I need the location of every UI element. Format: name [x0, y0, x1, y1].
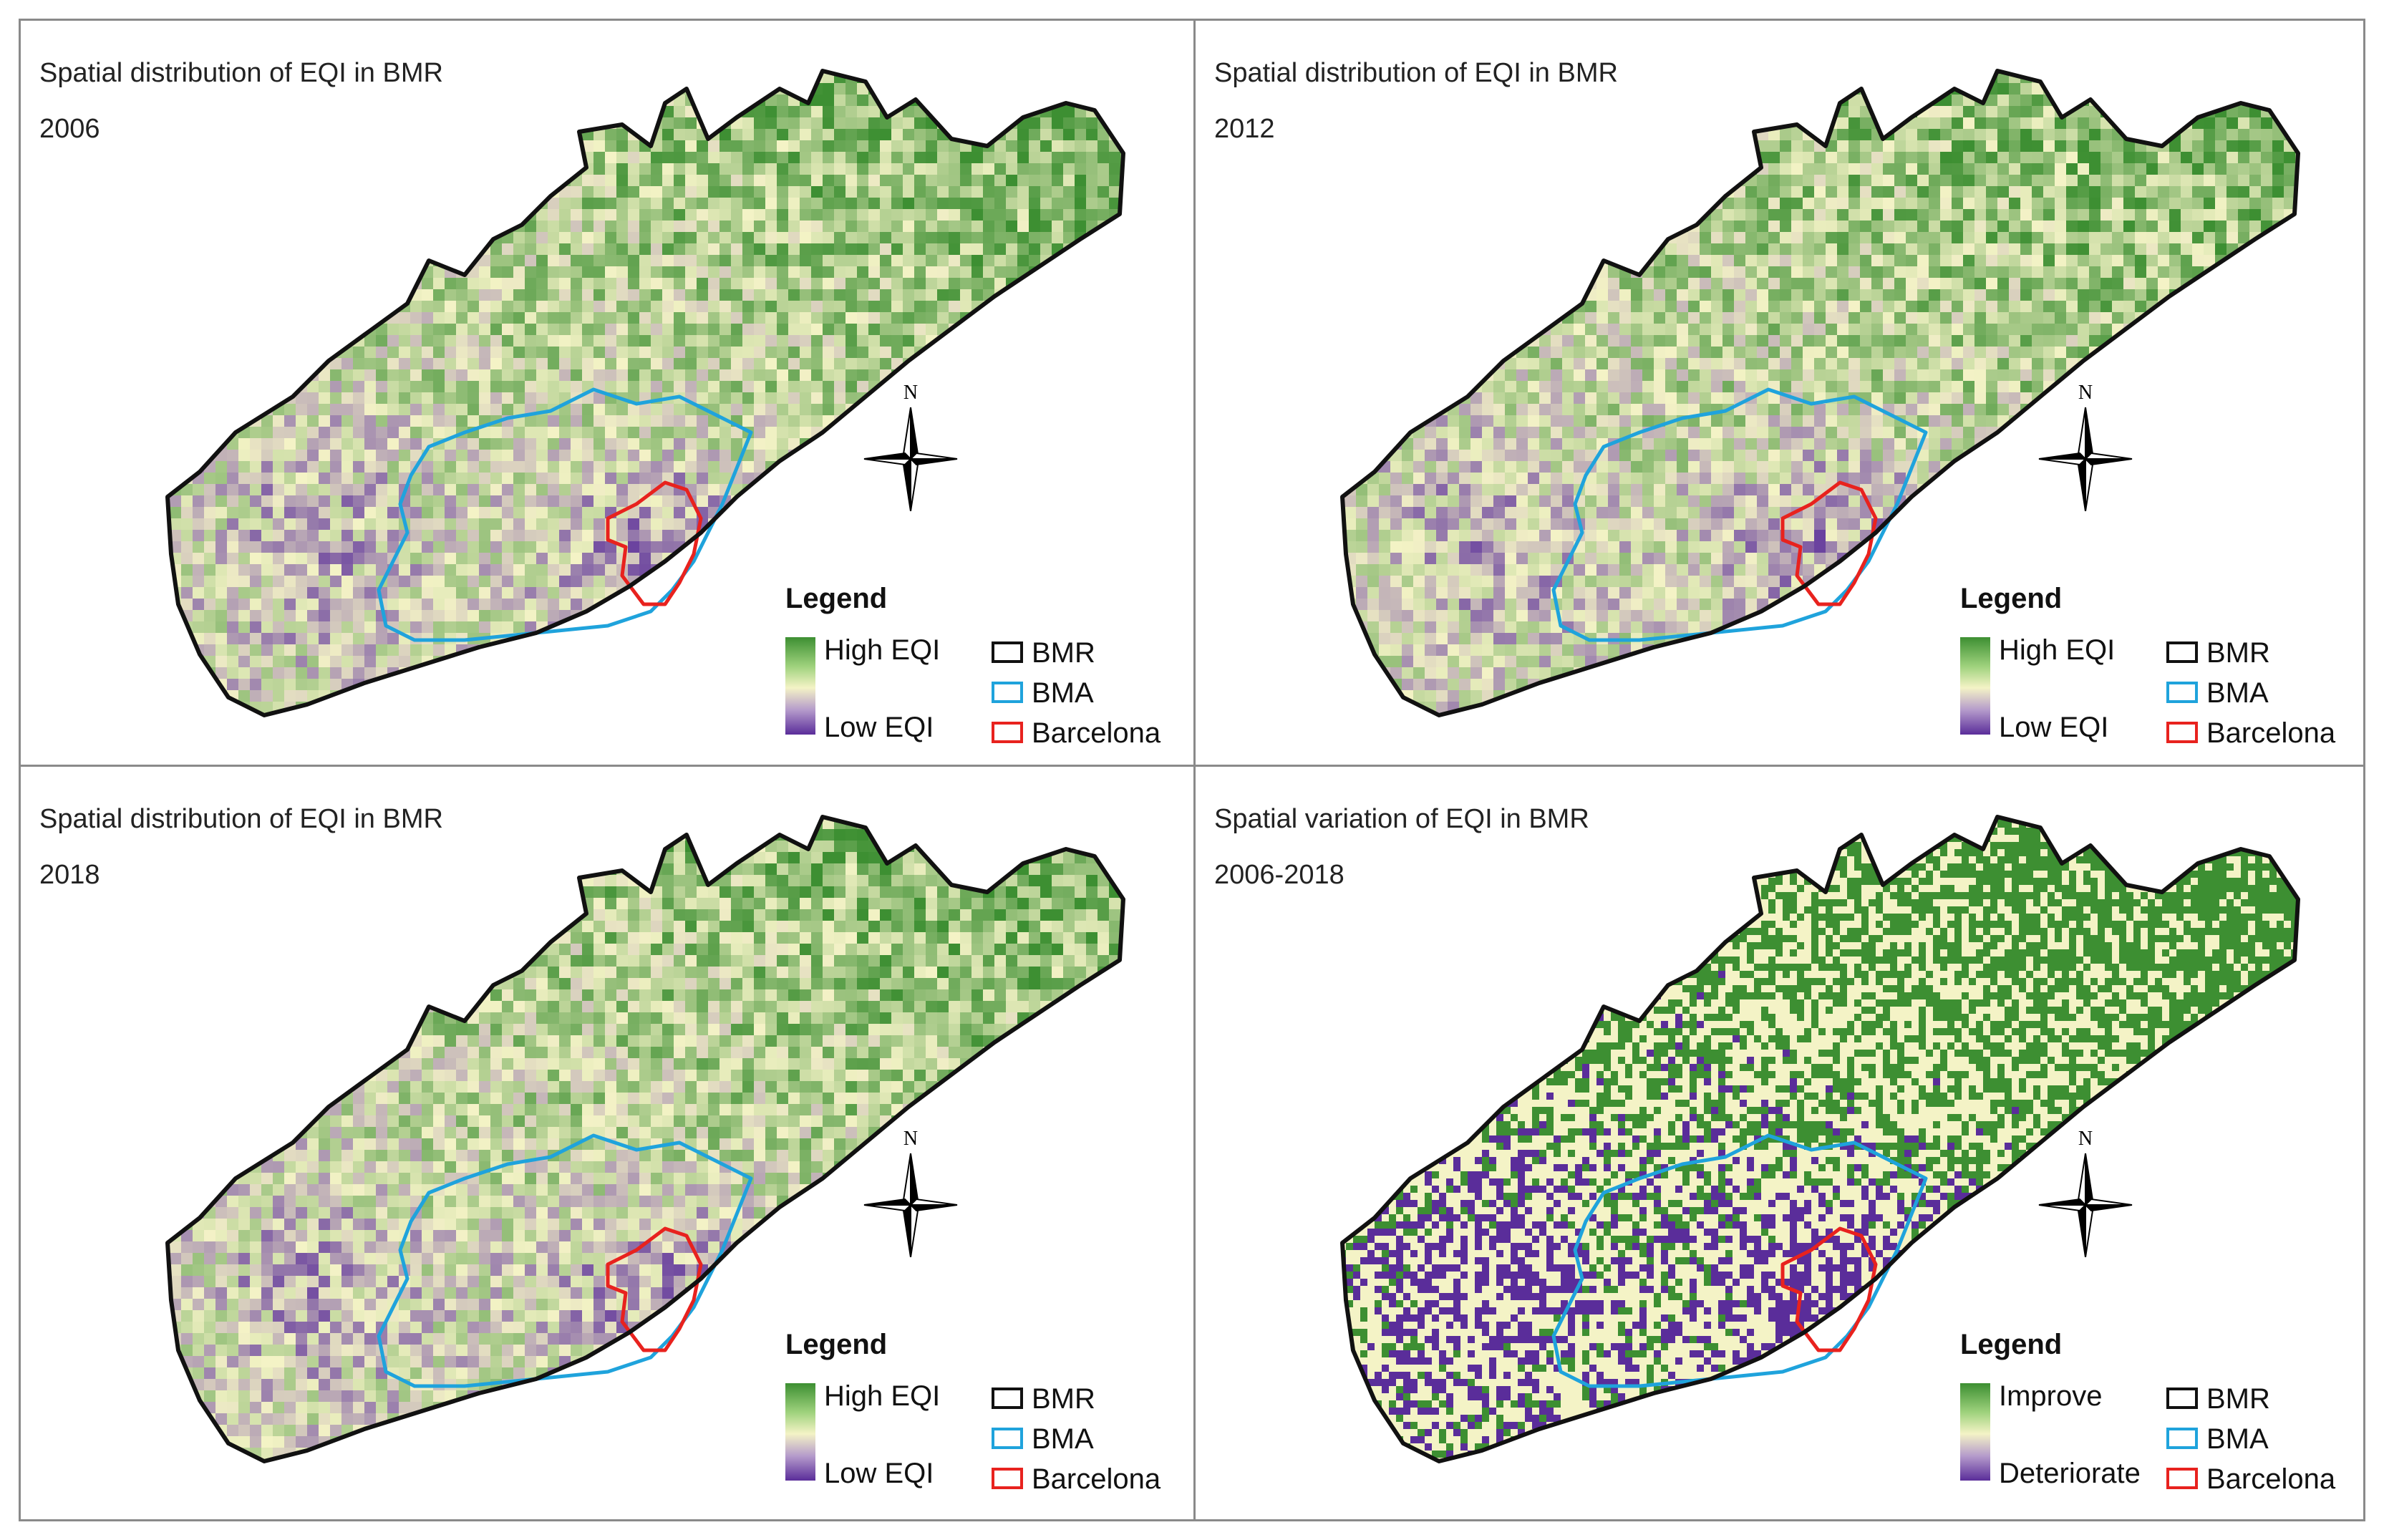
- legend-ramp-high-label: Improve: [1999, 1380, 2103, 1413]
- legend-ramp-low-label: Low EQI: [824, 712, 934, 744]
- legend-barcelona-label: Barcelona: [1032, 717, 1160, 750]
- eqi-change-map: [1340, 815, 2300, 1463]
- map-panel-2012: Spatial distribution of EQI in BMR 2012 …: [1193, 19, 2365, 767]
- legend-ramp-low-label: Low EQI: [824, 1458, 934, 1490]
- legend-bmr-swatch: [992, 1388, 1023, 1409]
- legend-title: Legend: [1960, 583, 2062, 615]
- legend-color-ramp: [785, 1383, 815, 1481]
- legend-barcelona-label: Barcelona: [2206, 717, 2335, 750]
- legend-bmr-label: BMR: [1032, 637, 1095, 669]
- north-arrow-icon: N: [863, 382, 958, 511]
- legend-bmr-swatch: [992, 641, 1023, 663]
- legend-bmr-label: BMR: [2206, 637, 2270, 669]
- barcelona-boundary: [1780, 1226, 1878, 1352]
- eqi-map: [165, 69, 1125, 717]
- legend-ramp-low-label: Low EQI: [1999, 712, 2108, 744]
- bma-boundary: [377, 387, 753, 642]
- legend-barcelona-swatch: [992, 722, 1023, 743]
- bma-boundary: [1551, 1133, 1928, 1388]
- legend-bmr-swatch: [2166, 1388, 2198, 1409]
- legend-bma-swatch: [992, 682, 1023, 703]
- legend-title: Legend: [785, 1329, 887, 1361]
- legend-bma-label: BMA: [2206, 677, 2269, 710]
- panel-period: 2006: [39, 114, 100, 145]
- legend-color-ramp: [1960, 1383, 1990, 1481]
- legend: Legend High EQI Low EQI BMR BMA Barcelon…: [1919, 583, 2363, 765]
- legend-ramp-high-label: High EQI: [1999, 634, 2115, 667]
- panel-period: 2018: [39, 860, 100, 891]
- legend-barcelona-swatch: [2166, 722, 2198, 743]
- barcelona-boundary: [606, 480, 703, 606]
- legend-bmr-label: BMR: [1032, 1383, 1095, 1415]
- bmr-boundary: [1340, 815, 2300, 1463]
- north-label: N: [2078, 1128, 2093, 1150]
- legend: Legend Improve Deteriorate BMR BMA Barce…: [1919, 1329, 2363, 1515]
- panel-period: 2012: [1214, 114, 1275, 145]
- north-label: N: [2078, 382, 2093, 404]
- legend-color-ramp: [1960, 637, 1990, 735]
- legend-ramp-low-label: Deteriorate: [1999, 1458, 2141, 1490]
- eqi-map: [165, 815, 1125, 1463]
- legend: Legend High EQI Low EQI BMR BMA Barcelon…: [744, 583, 1188, 765]
- map-panel-2018: Spatial distribution of EQI in BMR 2018 …: [19, 765, 1196, 1521]
- panel-title: Spatial distribution of EQI in BMR: [1214, 58, 1618, 89]
- legend-barcelona-label: Barcelona: [2206, 1463, 2335, 1496]
- north-arrow-icon: N: [2038, 1128, 2133, 1257]
- legend-ramp-high-label: High EQI: [824, 1380, 940, 1413]
- legend-bmr-label: BMR: [2206, 1383, 2270, 1415]
- legend-ramp-high-label: High EQI: [824, 634, 940, 667]
- legend-barcelona-label: Barcelona: [1032, 1463, 1160, 1496]
- bma-boundary: [377, 1133, 753, 1388]
- legend-bma-label: BMA: [1032, 1423, 1094, 1456]
- legend-bma-label: BMA: [2206, 1423, 2269, 1456]
- legend-barcelona-swatch: [992, 1468, 1023, 1489]
- legend-bma-swatch: [2166, 682, 2198, 703]
- legend-bma-label: BMA: [1032, 677, 1094, 710]
- barcelona-boundary: [1780, 480, 1878, 606]
- bmr-boundary: [165, 69, 1125, 717]
- map-panel-2006: Spatial distribution of EQI in BMR 2006 …: [19, 19, 1196, 767]
- map-panel-change-2006-2018: Spatial variation of EQI in BMR 2006-201…: [1193, 765, 2365, 1521]
- bma-boundary: [1551, 387, 1928, 642]
- north-label: N: [903, 382, 918, 404]
- panel-title: Spatial distribution of EQI in BMR: [39, 58, 443, 89]
- bmr-boundary: [1340, 69, 2300, 717]
- legend-color-ramp: [785, 637, 815, 735]
- barcelona-boundary: [606, 1226, 703, 1352]
- bmr-boundary: [165, 815, 1125, 1463]
- panel-period: 2006-2018: [1214, 860, 1344, 891]
- north-arrow-icon: N: [863, 1128, 958, 1257]
- legend-bma-swatch: [2166, 1428, 2198, 1449]
- legend-title: Legend: [785, 583, 887, 615]
- legend-bmr-swatch: [2166, 641, 2198, 663]
- legend-barcelona-swatch: [2166, 1468, 2198, 1489]
- panel-title: Spatial variation of EQI in BMR: [1214, 804, 1589, 835]
- north-arrow-icon: N: [2038, 382, 2133, 511]
- legend-bma-swatch: [992, 1428, 1023, 1449]
- panel-title: Spatial distribution of EQI in BMR: [39, 804, 443, 835]
- north-label: N: [903, 1128, 918, 1150]
- legend-title: Legend: [1960, 1329, 2062, 1361]
- legend: Legend High EQI Low EQI BMR BMA Barcelon…: [744, 1329, 1188, 1515]
